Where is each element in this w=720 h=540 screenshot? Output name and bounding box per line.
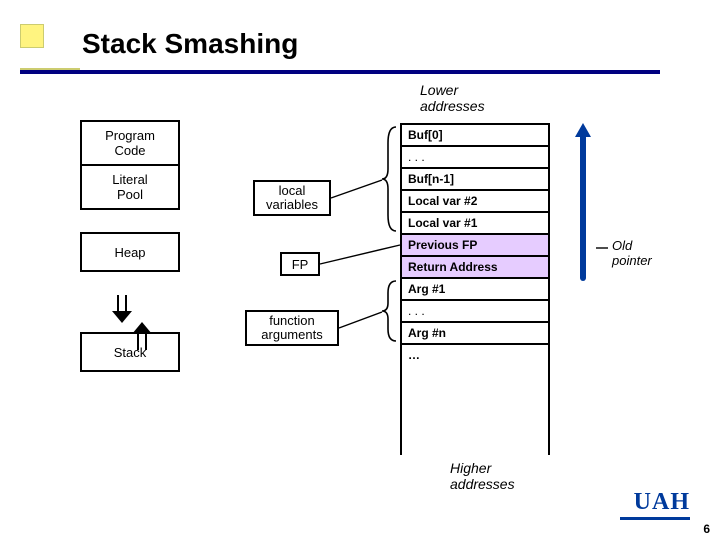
old-pointer-label: Old pointer — [612, 238, 652, 268]
page-number: 6 — [703, 522, 710, 536]
uah-logo-underline — [620, 517, 690, 520]
connector-lines — [0, 0, 720, 540]
overflow-direction-arrow — [575, 123, 591, 378]
uah-logo: UAH — [634, 489, 690, 516]
old-pointer-text: Old pointer — [612, 238, 652, 268]
